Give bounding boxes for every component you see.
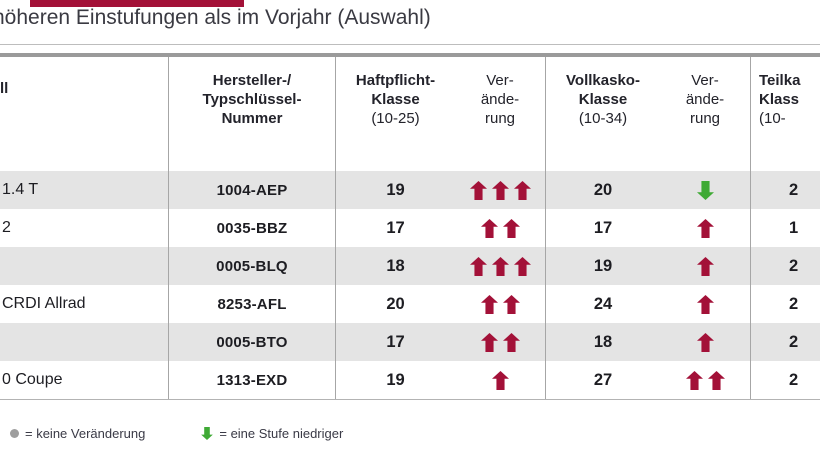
header-haftpflicht-veraenderung: Ver- ände- rung: [480, 72, 520, 127]
model-cell: 0 Coupe: [2, 371, 63, 388]
red-up-arrow-icon: [469, 180, 487, 200]
hsn-tsn-cell: 0035-BBZ: [168, 209, 335, 247]
model-cell: 1.4 T: [2, 181, 39, 198]
model-cell: 2: [2, 219, 11, 236]
table-row: 0 Coupe 1313-EXD 19 27 2: [0, 361, 820, 399]
vollkasko-change-cell: [660, 323, 750, 361]
header-hsn-tsn: Hersteller-/ Typschlüssel- Nummer: [168, 57, 335, 171]
vollkasko-change-cell: [660, 171, 750, 209]
table-header-row: ll Hersteller-/ Typschlüssel- Nummer Haf…: [0, 57, 820, 171]
table-row: 2 0035-BBZ 17 17 1: [0, 209, 820, 247]
haftpflicht-change-cell: [455, 361, 545, 399]
red-up-arrow-icon: [696, 256, 714, 276]
haftpflicht-class-cell: 17: [335, 209, 455, 247]
table-row: 1.4 T 1004-AEP 19 20 2: [0, 171, 820, 209]
red-up-arrow-icon: [480, 332, 498, 352]
hsn-tsn-cell: 0005-BLQ: [168, 247, 335, 285]
top-red-bar: [30, 0, 244, 7]
haftpflicht-change-cell: [455, 323, 545, 361]
haftpflicht-change-cell: [455, 247, 545, 285]
haftpflicht-change-cell: [455, 285, 545, 323]
red-up-arrow-icon: [469, 256, 487, 276]
table-row: 0005-BLQ 18 19 2: [0, 247, 820, 285]
hsn-tsn-cell: 0005-BTO: [168, 323, 335, 361]
hsn-tsn-cell: 1004-AEP: [168, 171, 335, 209]
vollkasko-change-cell: [660, 285, 750, 323]
header-haftpflicht-klasse: Haftpflicht- Klasse (10-25): [335, 57, 455, 171]
red-up-arrow-icon: [513, 256, 531, 276]
red-up-arrow-icon: [491, 180, 509, 200]
red-up-arrow-icon: [491, 256, 509, 276]
haftpflicht-change-cell: [455, 171, 545, 209]
red-up-arrow-icon: [513, 180, 531, 200]
red-up-arrow-icon: [502, 294, 520, 314]
gray-dot-icon: [10, 429, 19, 438]
title-divider: [0, 44, 820, 45]
header-model: ll: [0, 80, 9, 97]
vollkasko-change-cell: [660, 247, 750, 285]
legend-no-change: = keine Veränderung: [10, 426, 145, 441]
red-up-arrow-icon: [696, 332, 714, 352]
green-down-arrow-icon: [201, 427, 214, 440]
header-vollkasko-klasse: Vollkasko- Klasse (10-34): [545, 57, 660, 171]
legend-one-step-lower-label: = eine Stufe niedriger: [219, 426, 344, 441]
hsn-tsn-cell: 8253-AFL: [168, 285, 335, 323]
vollkasko-class-cell: 24: [545, 285, 660, 323]
table-row: CRDI Allrad 8253-AFL 20 24 2: [0, 285, 820, 323]
red-up-arrow-icon: [685, 370, 703, 390]
teilkasko-class-cell: 2: [750, 247, 820, 285]
model-cell: [0, 247, 168, 285]
header-teilkasko-klasse: Teilka Klass (10-: [750, 57, 820, 171]
legend: = keine Veränderung = eine Stufe niedrig…: [10, 426, 343, 441]
table-body: 1.4 T 1004-AEP 19 20 2 2 0035-BBZ 17 17 1 0005-BLQ…: [0, 171, 820, 399]
teilkasko-class-cell: 2: [750, 361, 820, 399]
teilkasko-class-cell: 2: [750, 323, 820, 361]
vollkasko-change-cell: [660, 361, 750, 399]
haftpflicht-class-cell: 19: [335, 171, 455, 209]
haftpflicht-change-cell: [455, 209, 545, 247]
red-up-arrow-icon: [480, 218, 498, 238]
haftpflicht-class-cell: 19: [335, 361, 455, 399]
teilkasko-class-cell: 2: [750, 285, 820, 323]
model-cell: CRDI Allrad: [2, 295, 86, 312]
hsn-tsn-cell: 1313-EXD: [168, 361, 335, 399]
header-vollkasko-veraenderung: Ver- ände- rung: [685, 72, 725, 127]
haftpflicht-class-cell: 18: [335, 247, 455, 285]
vollkasko-class-cell: 20: [545, 171, 660, 209]
haftpflicht-class-cell: 17: [335, 323, 455, 361]
insurance-class-table: ll Hersteller-/ Typschlüssel- Nummer Haf…: [0, 53, 820, 400]
vollkasko-class-cell: 18: [545, 323, 660, 361]
page-title: höheren Einstufungen als im Vorjahr (Aus…: [0, 6, 431, 29]
table-row: 0005-BTO 17 18 2: [0, 323, 820, 361]
green-down-arrow-icon: [696, 180, 714, 200]
model-cell: [0, 323, 168, 361]
legend-no-change-label: = keine Veränderung: [25, 426, 146, 441]
vollkasko-class-cell: 27: [545, 361, 660, 399]
vollkasko-change-cell: [660, 209, 750, 247]
red-up-arrow-icon: [502, 218, 520, 238]
red-up-arrow-icon: [491, 370, 509, 390]
red-up-arrow-icon: [696, 218, 714, 238]
red-up-arrow-icon: [502, 332, 520, 352]
haftpflicht-class-cell: 20: [335, 285, 455, 323]
legend-one-step-lower: = eine Stufe niedriger: [201, 426, 343, 441]
red-up-arrow-icon: [696, 294, 714, 314]
teilkasko-class-cell: 2: [750, 171, 820, 209]
red-up-arrow-icon: [480, 294, 498, 314]
teilkasko-class-cell: 1: [750, 209, 820, 247]
vollkasko-class-cell: 17: [545, 209, 660, 247]
vollkasko-class-cell: 19: [545, 247, 660, 285]
red-up-arrow-icon: [707, 370, 725, 390]
